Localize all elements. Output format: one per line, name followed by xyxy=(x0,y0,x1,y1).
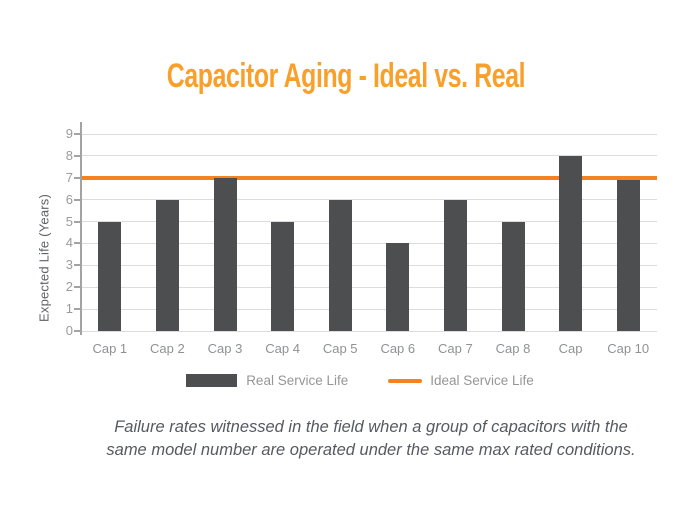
bar-cap-4 xyxy=(271,221,295,331)
y-axis-line xyxy=(80,122,82,335)
y-tick-4 xyxy=(74,242,81,245)
caption-line-1: Failure rates witnessed in the field whe… xyxy=(114,418,628,436)
y-tick-label-4: 4 xyxy=(65,235,73,251)
x-tick-label-3: Cap 3 xyxy=(207,341,243,356)
gridline-y-3 xyxy=(81,264,657,266)
legend-label-ideal-service-life: Ideal Service Life xyxy=(430,373,534,388)
y-tick-label-5: 5 xyxy=(65,213,73,229)
x-tick-label-2: Cap 2 xyxy=(150,341,185,356)
chart-title: Capacitor Aging - Ideal vs. Real xyxy=(166,57,526,95)
gridline-y-4 xyxy=(81,242,657,244)
y-tick-0 xyxy=(74,330,81,332)
ideal-service-life-line xyxy=(81,175,657,180)
legend-swatch-real-service-life xyxy=(186,374,238,387)
y-tick-label-7: 7 xyxy=(65,169,73,185)
y-tick-6 xyxy=(74,198,81,201)
gridline-y-5 xyxy=(81,221,657,223)
gridline-y-2 xyxy=(81,286,657,288)
gridline-y-9 xyxy=(81,133,657,135)
y-tick-7 xyxy=(74,176,81,179)
x-tick-label-9: Cap xyxy=(558,341,583,356)
x-tick-label-1: Cap 1 xyxy=(92,341,128,356)
y-tick-label-8: 8 xyxy=(65,147,73,163)
caption-line-2: same model number are operated under the… xyxy=(106,440,636,459)
bar-cap-5 xyxy=(328,199,352,331)
y-tick-label-1: 1 xyxy=(65,301,73,317)
legend: Real Service Life Ideal Service Life xyxy=(14,373,692,388)
plot-area: 0 1 2 3 4 5 6 7 8 9 Cap 1 Cap 2 Cap 3 Cap 4 Cap 5 Cap 6… xyxy=(66,122,657,356)
bar-cap-8 xyxy=(501,221,525,331)
bar-cap-2 xyxy=(155,199,179,331)
chart-caption: Failure rates witnessed in the field whe… xyxy=(50,416,692,461)
y-tick-9 xyxy=(74,133,81,135)
bar-cap-1 xyxy=(98,221,122,331)
x-tick-label-8: Cap 8 xyxy=(495,341,531,356)
bar-cap-3 xyxy=(213,177,237,331)
y-tick-2 xyxy=(74,286,81,289)
y-tick-label-6: 6 xyxy=(65,191,73,207)
y-tick-3 xyxy=(74,264,81,267)
bar-cap-6 xyxy=(386,243,410,331)
bar-cap xyxy=(559,155,583,331)
gridline-y-0 xyxy=(81,330,657,332)
bar-cap-7 xyxy=(443,199,467,331)
gridline-y-6 xyxy=(81,199,657,201)
y-tick-1 xyxy=(74,308,81,311)
legend-swatch-ideal-service-life xyxy=(388,378,423,383)
y-tick-label-3: 3 xyxy=(65,257,73,273)
bar-cap-10 xyxy=(616,179,640,331)
x-tick-label-4: Cap 4 xyxy=(265,341,300,356)
y-tick-label-9: 9 xyxy=(65,126,73,141)
legend-label-real-service-life: Real Service Life xyxy=(246,373,349,388)
gridline-y-1 xyxy=(81,308,657,310)
x-tick-label-7: Cap 7 xyxy=(438,341,473,356)
y-tick-8 xyxy=(74,154,81,157)
y-tick-5 xyxy=(74,220,81,223)
gridline-y-8 xyxy=(81,155,657,157)
x-tick-label-10: Cap 10 xyxy=(607,341,650,356)
x-tick-label-6: Cap 6 xyxy=(380,341,416,356)
y-tick-label-2: 2 xyxy=(65,279,73,295)
x-tick-label-5: Cap 5 xyxy=(322,341,358,356)
y-tick-label-0: 0 xyxy=(65,323,73,338)
